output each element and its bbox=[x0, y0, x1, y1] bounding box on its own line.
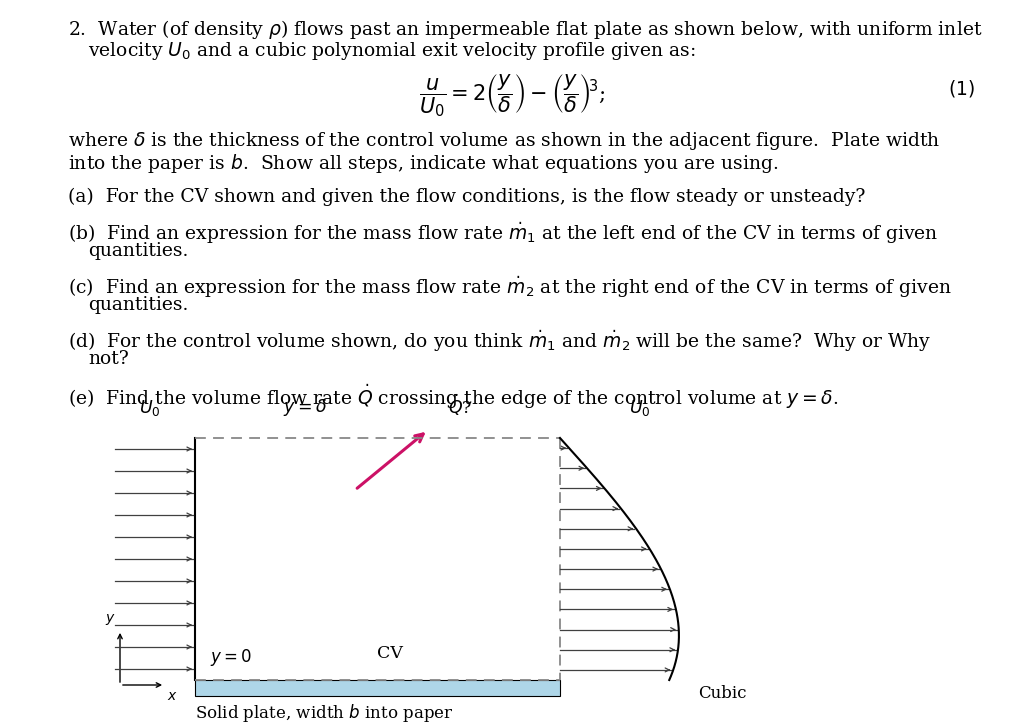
Text: Cubic: Cubic bbox=[698, 685, 746, 702]
Text: CV: CV bbox=[377, 645, 402, 662]
Text: $U_0$: $U_0$ bbox=[139, 398, 161, 418]
Text: (a)  For the CV shown and given the flow conditions, is the flow steady or unste: (a) For the CV shown and given the flow … bbox=[68, 188, 865, 206]
Text: $y = \delta$: $y = \delta$ bbox=[283, 397, 327, 418]
Text: (b)  Find an expression for the mass flow rate $\dot{m}_1$ at the left end of th: (b) Find an expression for the mass flow… bbox=[68, 220, 938, 246]
Text: quantities.: quantities. bbox=[88, 296, 188, 314]
Text: $x$: $x$ bbox=[167, 689, 178, 703]
Text: where $\delta$ is the thickness of the control volume as shown in the adjacent f: where $\delta$ is the thickness of the c… bbox=[68, 130, 940, 152]
Text: quantities.: quantities. bbox=[88, 242, 188, 260]
Text: (e)  Find the volume flow rate $\dot{Q}$ crossing the edge of the control volume: (e) Find the volume flow rate $\dot{Q}$ … bbox=[68, 382, 839, 410]
Text: velocity $U_0$ and a cubic polynomial exit velocity profile given as:: velocity $U_0$ and a cubic polynomial ex… bbox=[88, 40, 695, 62]
Text: $U_0$: $U_0$ bbox=[629, 398, 651, 418]
Text: not?: not? bbox=[88, 350, 129, 368]
Bar bbox=[195, 680, 560, 696]
Text: (d)  For the control volume shown, do you think $\dot{m}_1$ and $\dot{m}_2$ will: (d) For the control volume shown, do you… bbox=[68, 328, 931, 354]
Text: 2.  Water (of density $\rho$) flows past an impermeable flat plate as shown belo: 2. Water (of density $\rho$) flows past … bbox=[68, 18, 982, 41]
Text: (c)  Find an expression for the mass flow rate $\dot{m}_2$ at the right end of t: (c) Find an expression for the mass flow… bbox=[68, 274, 952, 299]
Text: Solid plate, width $b$ into paper: Solid plate, width $b$ into paper bbox=[195, 702, 454, 724]
Text: $y$: $y$ bbox=[105, 612, 116, 627]
Text: into the paper is $b$.  Show all steps, indicate what equations you are using.: into the paper is $b$. Show all steps, i… bbox=[68, 152, 778, 175]
Text: $\dfrac{u}{U_0} = 2\left(\dfrac{y}{\delta}\right) - \left(\dfrac{y}{\delta}\righ: $\dfrac{u}{U_0} = 2\left(\dfrac{y}{\delt… bbox=[419, 72, 605, 119]
Text: $(1)$: $(1)$ bbox=[948, 78, 975, 99]
Text: $y = 0$: $y = 0$ bbox=[210, 647, 252, 668]
Text: $\dot{Q}$?: $\dot{Q}$? bbox=[447, 393, 472, 418]
